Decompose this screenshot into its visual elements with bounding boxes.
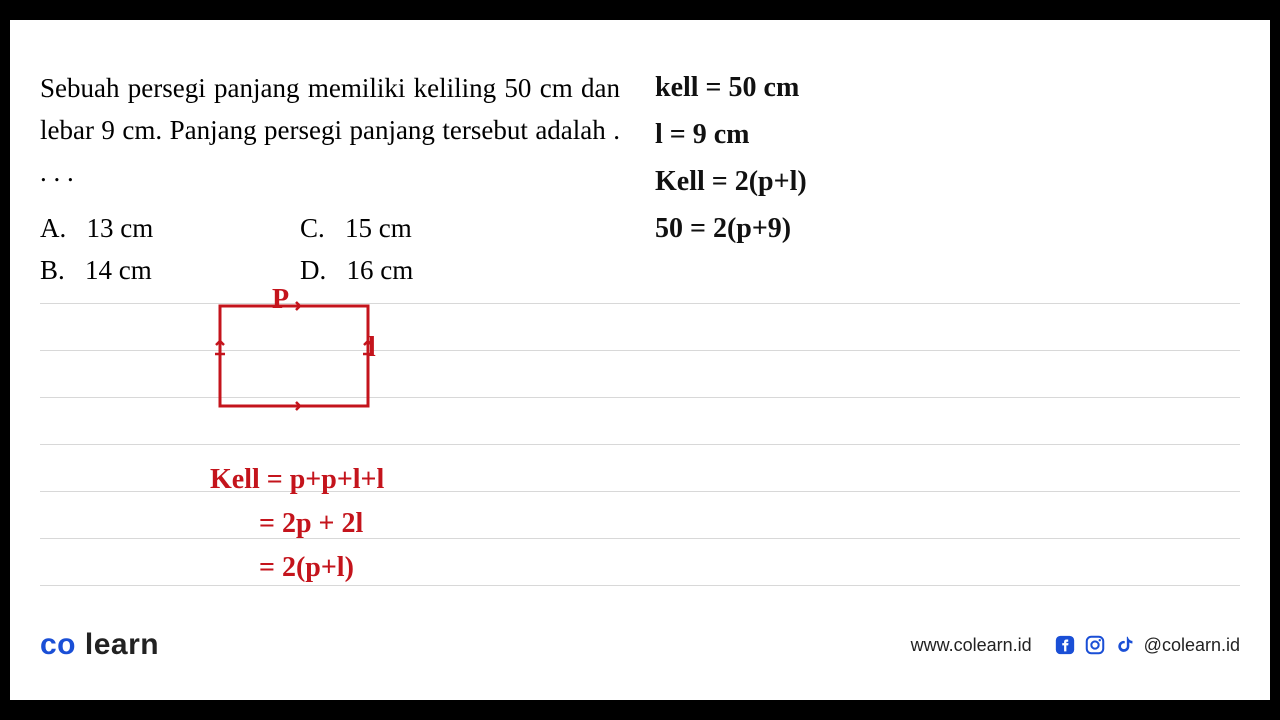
- option-d: D. 16 cm: [300, 250, 413, 292]
- option-a: A. 13 cm: [40, 208, 300, 250]
- instagram-icon: [1084, 634, 1106, 656]
- deriv-line: = 2(p+l): [210, 546, 384, 590]
- footer-right: www.colearn.id @colearn.id: [911, 634, 1240, 656]
- tiktok-icon: [1114, 634, 1136, 656]
- deriv-line: Kell = p+p+l+l: [210, 458, 384, 502]
- answer-options: A. 13 cm C. 15 cm B. 14 cm D. 16 cm: [40, 208, 413, 292]
- rectangle-svg: [210, 296, 410, 426]
- brand-logo: co learn: [40, 628, 159, 662]
- footer: co learn www.colearn.id @colearn.id: [40, 622, 1240, 668]
- ruled-line: [40, 444, 1240, 445]
- website-url: www.colearn.id: [911, 635, 1032, 656]
- given-line: 50 = 2(p+9): [655, 205, 807, 252]
- perimeter-derivation: Kell = p+p+l+l = 2p + 2l = 2(p+l): [210, 458, 384, 591]
- facebook-icon: [1054, 634, 1076, 656]
- rectangle-diagram: P l: [210, 296, 410, 431]
- given-line: kell = 50 cm: [655, 64, 807, 111]
- deriv-line: = 2p + 2l: [210, 502, 384, 546]
- given-values: kell = 50 cm l = 9 cm Kell = 2(p+l) 50 =…: [655, 64, 807, 252]
- question-text: Sebuah persegi panjang memiliki keliling…: [40, 68, 620, 194]
- given-line: l = 9 cm: [655, 111, 807, 158]
- option-b: B. 14 cm: [40, 250, 300, 292]
- social-icons: @colearn.id: [1054, 634, 1240, 656]
- worksheet-frame: Sebuah persegi panjang memiliki keliling…: [10, 20, 1270, 700]
- brand-learn: learn: [85, 628, 159, 661]
- brand-dot: [76, 628, 85, 661]
- content-area: Sebuah persegi panjang memiliki keliling…: [40, 60, 1240, 610]
- option-c: C. 15 cm: [300, 208, 412, 250]
- brand-co: co: [40, 628, 76, 661]
- label-p: P: [272, 284, 289, 316]
- given-line: Kell = 2(p+l): [655, 158, 807, 205]
- label-l: l: [368, 332, 376, 364]
- social-handle: @colearn.id: [1144, 635, 1240, 656]
